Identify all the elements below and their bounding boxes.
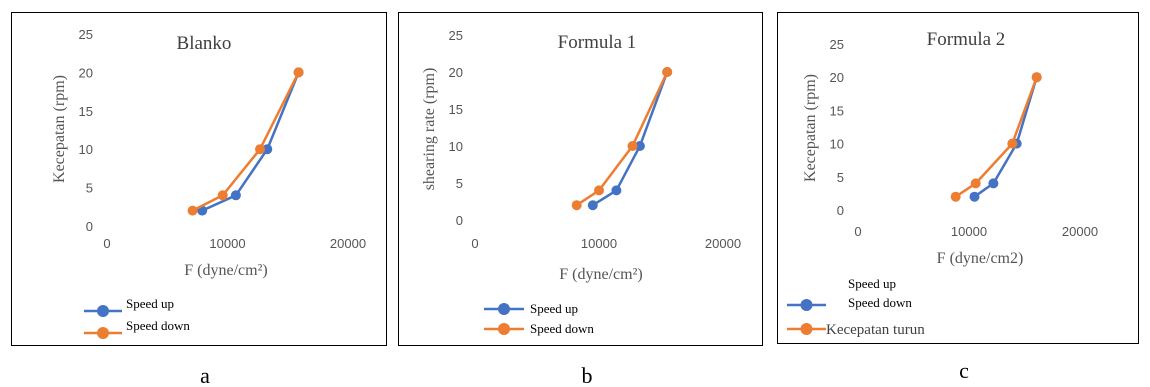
chart-c-legend-marker-1 — [800, 323, 813, 335]
chart-c-xtick-20000: 20000 — [1062, 224, 1098, 239]
chart-b-xtick-10000: 10000 — [581, 236, 617, 251]
chart-b-xlabel: F (dyne/cm²) — [559, 266, 642, 283]
chart-a-series-1-line — [192, 71, 300, 212]
chart-a-legend-marker-0 — [97, 305, 109, 317]
chart-a-xtick-10000: 10000 — [209, 236, 245, 251]
chart-b-title: Formula 1 — [558, 32, 637, 53]
chart-c-ylabel: Kecepatan (rpm) — [802, 74, 819, 182]
chart-b-ytick-15: 15 — [449, 102, 463, 117]
chart-b-series-0-line — [592, 71, 669, 207]
chart-a-ytick-15: 15 — [79, 104, 93, 119]
chart-a-ytick-0: 0 — [86, 219, 93, 234]
chart-c-ytick-20: 20 — [830, 70, 844, 85]
chart-c-series-1-point-1 — [970, 178, 981, 189]
chart-c-xtick-10000: 10000 — [951, 224, 987, 239]
chart-c-ytick-15: 15 — [830, 103, 844, 118]
panel-c-frame — [777, 12, 1139, 344]
chart-b-ytick-0: 0 — [456, 213, 463, 228]
chart-a-series-0-point-2 — [262, 144, 273, 155]
chart-a-ytick-5: 5 — [86, 181, 93, 196]
chart-a-ytick-10: 10 — [79, 142, 93, 157]
chart-b-legend-1: Speed up — [530, 301, 578, 316]
chart-c-series-1-point-0 — [950, 191, 961, 202]
chart-b-ytick-20: 20 — [449, 65, 463, 80]
chart-c-title: Formula 2 — [927, 29, 1006, 50]
chart-c-ytick-0: 0 — [837, 203, 844, 218]
chart-a-series-0-point-1 — [230, 190, 241, 201]
chart-c-ytick-25: 25 — [830, 37, 844, 52]
chart-a-ylabel: Kecepatan (rpm) — [51, 75, 68, 183]
panel-a-frame — [11, 12, 387, 346]
chart-a-legend-2: Speed down — [126, 318, 190, 333]
caption-c: c — [959, 358, 969, 383]
chart-b-xtick-0: 0 — [471, 236, 478, 251]
chart-c-ytick-5: 5 — [837, 170, 844, 185]
chart-a-legend-1: Speed up — [126, 296, 174, 311]
chart-a-series-1-point-1 — [217, 190, 228, 201]
chart-b-series-1-line — [576, 71, 669, 207]
chart-b-series-1-point-1 — [594, 185, 604, 196]
chart-c-ytick-10: 10 — [830, 137, 844, 152]
chart-c-series-1-point-3 — [1031, 72, 1042, 83]
chart-b-legend-2: Speed down — [530, 321, 594, 336]
chart-b-series-0-point-1 — [611, 185, 622, 196]
chart-c-legend-2: Speed down — [848, 295, 912, 310]
chart-a-ytick-20: 20 — [79, 65, 93, 80]
chart-a-xlabel: F (dyne/cm²) — [184, 262, 267, 279]
chart-b-legend-marker-1 — [498, 323, 510, 335]
chart-c-xlabel: F (dyne/cm2) — [937, 250, 1024, 267]
chart-b-series-1-point-3 — [662, 67, 673, 77]
chart-b-ytick-25: 25 — [449, 28, 463, 43]
caption-b: b — [582, 363, 593, 387]
chart-c-series-0-point-1 — [988, 178, 999, 189]
chart-c-series-0-point-0 — [969, 191, 980, 202]
chart-b-series-1-point-2 — [627, 141, 638, 151]
chart-b-series-0-point-2 — [634, 141, 645, 151]
chart-b-xtick-20000: 20000 — [705, 236, 741, 251]
chart-a-legend-marker-1 — [97, 327, 109, 339]
chart-c-legend-1: Speed up — [848, 276, 896, 291]
chart-b-legend-marker-0 — [498, 303, 510, 315]
chart-a-series-1-point-2 — [255, 144, 265, 155]
chart-c-series-1-line — [955, 76, 1038, 198]
chart-b-ytick-5: 5 — [456, 176, 463, 191]
chart-b-ytick-10: 10 — [449, 139, 463, 154]
chart-c-series-1-point-2 — [1007, 138, 1018, 149]
chart-a-series-1-point-3 — [293, 67, 304, 78]
chart-b-series-0-point-0 — [587, 200, 598, 211]
chart-a-title: Blanko — [177, 33, 232, 54]
chart-a-xtick-20000: 20000 — [330, 236, 366, 251]
chart-a-ytick-25: 25 — [79, 27, 93, 42]
panel-b-frame — [398, 12, 763, 346]
caption-a: a — [200, 363, 210, 387]
chart-c-series-0-line — [973, 76, 1038, 198]
chart-c-legend-3: Kecepatan turun — [826, 322, 925, 338]
chart-b-series-1-point-0 — [571, 200, 582, 211]
chart-a-xtick-0: 0 — [103, 236, 110, 251]
chart-a-series-0-line — [201, 71, 300, 212]
chart-c-xtick-0: 0 — [854, 224, 861, 239]
chart-a-series-1-point-0 — [187, 205, 198, 216]
chart-b-ylabel: shearing rate (rpm) — [421, 68, 438, 191]
chart-c-legend-marker-0 — [800, 299, 813, 311]
